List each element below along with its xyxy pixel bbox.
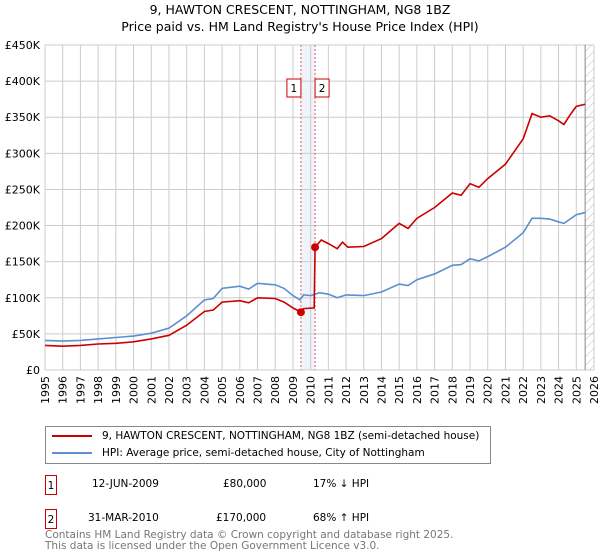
x-tick-label: 2001 [145,376,158,404]
y-tick-label: £400K [5,75,41,88]
x-tick-label: 2023 [535,376,548,404]
x-tick-label: 2021 [499,376,512,404]
x-tick-label: 2016 [411,376,424,404]
x-tick-label: 2000 [128,376,141,404]
forecast-hatch [585,45,594,370]
transaction-hpi: 17% ↓ HPI [313,478,370,490]
x-tick-label: 2006 [234,376,247,404]
sale-point [311,243,320,252]
y-tick-label: £100K [5,292,41,305]
transaction-date: 12-JUN-2009 [92,478,159,490]
legend-item-property: 9, HAWTON CRESCENT, NOTTINGHAM, NG8 1BZ … [52,430,479,442]
x-tick-label: 2019 [464,376,477,404]
sale-label-box [286,78,302,98]
legend-label: 9, HAWTON CRESCENT, NOTTINGHAM, NG8 1BZ … [102,430,480,442]
sale-label-box [314,78,330,98]
legend-label: HPI: Average price, semi-detached house,… [102,447,425,459]
x-tick-label: 2024 [553,376,566,404]
x-tick-label: 2017 [429,376,442,404]
x-tick-label: 2007 [252,376,265,404]
property-price-line [44,103,586,347]
footer-line: This data is licensed under the Open Gov… [45,540,380,552]
x-tick-label: 2010 [305,376,318,404]
y-tick-label: £450K [5,39,41,52]
x-tick-label: 1997 [74,376,87,404]
y-tick-label: £300K [5,147,41,160]
x-tick-label: 2003 [181,376,194,404]
transaction-row: 1 12-JUN-2009 £80,000 17% ↓ HPI [45,475,445,495]
x-tick-label: 2008 [269,376,282,404]
y-tick-label: £0 [26,364,40,377]
legend-swatch-blue [52,452,92,454]
x-tick-label: 2014 [375,376,388,404]
transaction-date: 31-MAR-2010 [88,512,159,524]
y-tick-label: £200K [5,220,41,233]
legend-swatch-red [52,435,92,437]
x-tick-label: 2013 [358,376,371,404]
y-tick-label: £150K [5,256,41,269]
chart-subtitle: Price paid vs. HM Land Registry's House … [121,19,479,34]
transaction-marker: 1 [45,475,57,495]
x-tick-label: 2004 [198,376,211,404]
x-tick-label: 1996 [57,376,70,404]
x-tick-label: 2012 [340,376,353,404]
x-tick-label: 2018 [446,376,459,404]
x-tick-label: 1999 [110,376,123,404]
x-tick-label: 2011 [322,376,335,404]
x-tick-label: 2005 [216,376,229,404]
x-tick-label: 2002 [163,376,176,404]
transaction-price: £170,000 [216,512,267,524]
sale-band [300,45,316,370]
legend-item-hpi: HPI: Average price, semi-detached house,… [52,447,425,459]
x-tick-label: 2015 [393,376,406,404]
x-tick-label: 2020 [482,376,495,404]
sale-label: 2 [319,83,326,95]
price-chart: 1995 1996 1997 1998 1999 2000 2001 2002 2003 2004… [5,39,600,404]
chart-title: 9, HAWTON CRESCENT, NOTTINGHAM, NG8 1BZ [149,2,451,17]
transaction-hpi: 68% ↑ HPI [313,512,370,524]
x-tick-label: 1995 [39,376,52,404]
x-tick-label: 2009 [287,376,300,404]
y-tick-label: £250K [5,183,41,196]
sale-label: 1 [291,83,298,95]
footer: Contains HM Land Registry data © Crown c… [45,530,453,552]
sale-point [296,308,305,317]
y-tick-label: £350K [5,111,41,124]
hpi-line [44,211,586,342]
transaction-price: £80,000 [223,478,267,490]
y-tick-label: £50K [12,328,41,341]
x-tick-label: 2026 [588,376,600,404]
footer-line: Contains HM Land Registry data © Crown c… [45,529,454,541]
x-tick-label: 2025 [570,376,583,404]
x-tick-label: 1998 [92,376,105,404]
x-tick-label: 2022 [517,376,530,404]
transaction-marker: 2 [45,509,57,529]
transaction-row: 2 31-MAR-2010 £170,000 68% ↑ HPI [45,509,445,529]
legend: 9, HAWTON CRESCENT, NOTTINGHAM, NG8 1BZ … [45,426,491,464]
